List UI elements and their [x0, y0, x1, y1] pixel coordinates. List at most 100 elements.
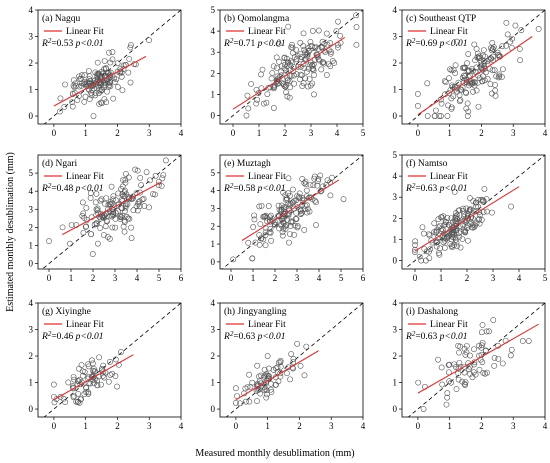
data-point [85, 361, 91, 368]
x-tick-label: 1 [83, 421, 88, 431]
data-point [301, 180, 308, 187]
data-point [104, 88, 110, 95]
y-tick-label: 3 [29, 204, 34, 214]
data-point [123, 191, 130, 198]
data-point [99, 365, 105, 372]
fit-statistics: R2=0.63 p<0.01 [405, 182, 467, 194]
data-point [353, 24, 360, 30]
data-point [94, 72, 101, 79]
data-point [114, 84, 121, 90]
data-point [261, 100, 267, 107]
data-point [284, 370, 290, 377]
data-point [268, 389, 275, 396]
data-point [92, 92, 99, 99]
data-point [337, 32, 343, 39]
data-point [450, 93, 457, 100]
data-point [105, 378, 112, 385]
data-point [431, 220, 438, 227]
x-tick-label: 0 [229, 273, 234, 283]
legend-label: Linear Fit [430, 320, 468, 330]
y-tick-label: 3 [393, 32, 398, 42]
data-point [289, 218, 296, 225]
data-point [104, 233, 111, 240]
y-tick-label: 2 [393, 58, 398, 68]
data-point [270, 366, 277, 373]
data-point [480, 369, 487, 376]
data-point [274, 73, 281, 80]
data-point [90, 113, 97, 119]
data-point [271, 221, 278, 228]
data-point [304, 83, 311, 90]
data-point [479, 339, 486, 346]
data-point [448, 105, 455, 112]
data-point [248, 80, 254, 87]
data-point [60, 395, 67, 402]
data-point [470, 88, 476, 95]
data-point [99, 214, 106, 221]
data-point [316, 57, 323, 64]
data-point [262, 232, 269, 239]
data-point [264, 218, 270, 225]
data-point [290, 356, 297, 362]
data-point [490, 317, 497, 323]
data-point [425, 231, 432, 238]
data-point [114, 383, 120, 390]
data-point [275, 202, 282, 209]
data-point [314, 51, 320, 58]
data-point [117, 212, 124, 219]
panel-1: 0 1 2 3 4 5 0 1 2 3 4 5 (b) Qomolangma Linear FitR2=0… [211, 5, 366, 138]
data-point [473, 87, 480, 94]
data-point [455, 376, 462, 383]
data-point [436, 251, 443, 258]
fit-statistics: R2=0.53 p<0.01 [41, 37, 103, 49]
data-point [80, 229, 87, 236]
y-tick-label: 0 [211, 404, 216, 414]
data-point [150, 191, 156, 197]
data-point [277, 373, 284, 380]
data-point [303, 343, 310, 350]
data-point [475, 103, 482, 110]
data-point [459, 236, 466, 242]
data-point [132, 166, 139, 173]
data-point [456, 349, 462, 356]
x-tick-label: 4 [335, 128, 340, 138]
data-point [259, 66, 266, 73]
x-tick-label: 4 [179, 421, 184, 431]
data-point [459, 84, 466, 91]
y-tick-label: 4 [393, 171, 398, 181]
data-point [443, 401, 450, 408]
x-tick-label: 3 [113, 273, 118, 283]
data-point [265, 373, 272, 379]
legend-label: Linear Fit [248, 27, 286, 37]
data-point [448, 67, 455, 74]
linear-fit-line [232, 36, 346, 110]
data-point [491, 362, 498, 369]
data-point [457, 228, 464, 235]
data-point [331, 60, 338, 66]
data-point [62, 399, 69, 405]
data-point [76, 92, 82, 99]
data-point [91, 380, 98, 387]
one-to-one-line [43, 303, 181, 417]
data-point [278, 68, 284, 75]
data-point [499, 66, 506, 73]
x-tick-label: 1 [265, 421, 270, 431]
x-tick-label: 2 [115, 128, 120, 138]
panel-title: (i) Dashalong [406, 306, 458, 317]
y-tick-label: 0 [29, 404, 34, 414]
fit-statistics: R2=0.58 p<0.01 [223, 182, 285, 194]
data-point [499, 74, 505, 80]
data-point [451, 188, 458, 195]
legend-label: Linear Fit [430, 172, 468, 182]
panel-title: (h) Jingyangling [224, 306, 287, 317]
data-point [92, 69, 99, 76]
data-point [71, 392, 77, 399]
data-point [426, 248, 432, 255]
data-point [100, 84, 107, 91]
data-point [263, 394, 270, 401]
data-point [275, 40, 282, 47]
data-point [80, 372, 86, 379]
data-point [121, 219, 128, 225]
data-point [258, 202, 265, 209]
data-point [278, 208, 284, 215]
